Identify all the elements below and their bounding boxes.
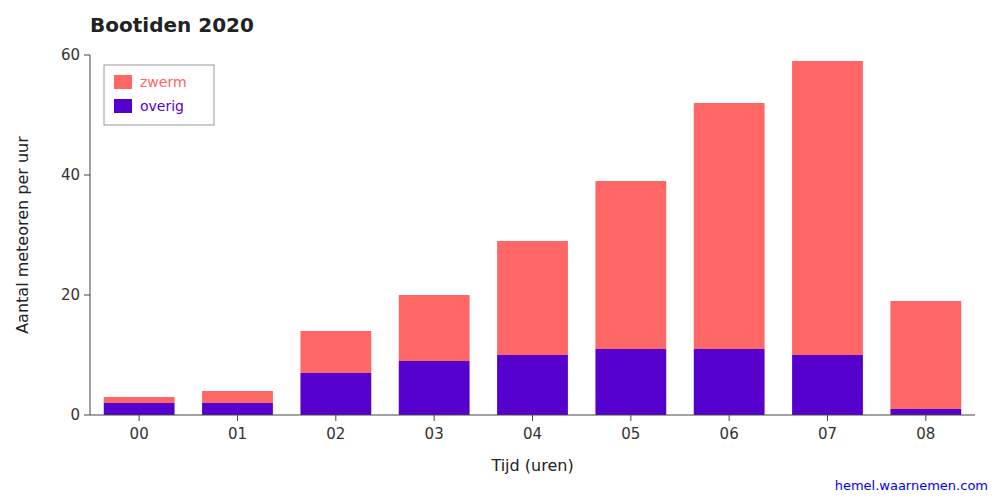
bar	[497, 241, 568, 355]
x-tick-label: 05	[621, 425, 640, 443]
bar	[300, 331, 371, 373]
legend: zwerm overig	[104, 65, 214, 125]
legend-swatch	[114, 99, 132, 113]
x-tick-label: 01	[228, 425, 247, 443]
bar	[202, 391, 273, 403]
x-tick-label: 08	[916, 425, 935, 443]
bars	[104, 61, 961, 415]
bar	[890, 301, 961, 409]
y-tick-label: 40	[61, 166, 80, 184]
legend-label: zwerm	[140, 74, 187, 90]
x-tick-label: 07	[818, 425, 837, 443]
bar	[399, 295, 470, 361]
y-tick-label: 60	[61, 46, 80, 64]
bar	[792, 355, 863, 415]
bar	[890, 409, 961, 415]
bar	[694, 103, 765, 349]
legend-swatch	[114, 75, 132, 89]
bar	[497, 355, 568, 415]
x-tick-label: 03	[425, 425, 444, 443]
bar	[399, 361, 470, 415]
x-tick	[139, 415, 140, 421]
y-axis-line	[90, 55, 91, 415]
bar	[792, 61, 863, 355]
legend-label: overig	[140, 98, 184, 114]
y-tick-label: 0	[70, 406, 80, 424]
chart: Bootiden 2020 0 20 40 60 00 01 02 03 04 05 06 07 08 Ti…	[0, 0, 1000, 500]
x-tick	[335, 415, 336, 421]
y-tick	[84, 295, 90, 296]
x-axis-label: Tijd (uren)	[490, 456, 573, 475]
chart-container: Bootiden 2020 0 20 40 60 00 01 02 03 04 05 06 07 08 Ti…	[0, 0, 1000, 500]
y-tick	[84, 55, 90, 56]
title: Bootiden 2020	[90, 13, 254, 37]
x-tick	[827, 415, 828, 421]
bar	[104, 397, 175, 403]
x-tick	[532, 415, 533, 421]
bar	[694, 349, 765, 415]
watermark: hemel.waarnemen.com	[835, 478, 988, 493]
bar	[104, 403, 175, 415]
x-tick	[925, 415, 926, 421]
x-tick-label: 00	[130, 425, 149, 443]
x-tick	[434, 415, 435, 421]
bar	[202, 403, 273, 415]
x-tick	[729, 415, 730, 421]
y-tick-label: 20	[61, 286, 80, 304]
y-tick	[84, 415, 90, 416]
x-tick	[630, 415, 631, 421]
bar	[300, 373, 371, 415]
y-tick	[84, 175, 90, 176]
x-tick	[237, 415, 238, 421]
x-tick-label: 04	[523, 425, 542, 443]
legend-box	[104, 65, 214, 125]
bar	[595, 349, 666, 415]
y-axis-label: Aantal meteoren per uur	[13, 136, 32, 334]
bar	[595, 181, 666, 349]
x-tick-label: 06	[720, 425, 739, 443]
x-tick-label: 02	[326, 425, 345, 443]
